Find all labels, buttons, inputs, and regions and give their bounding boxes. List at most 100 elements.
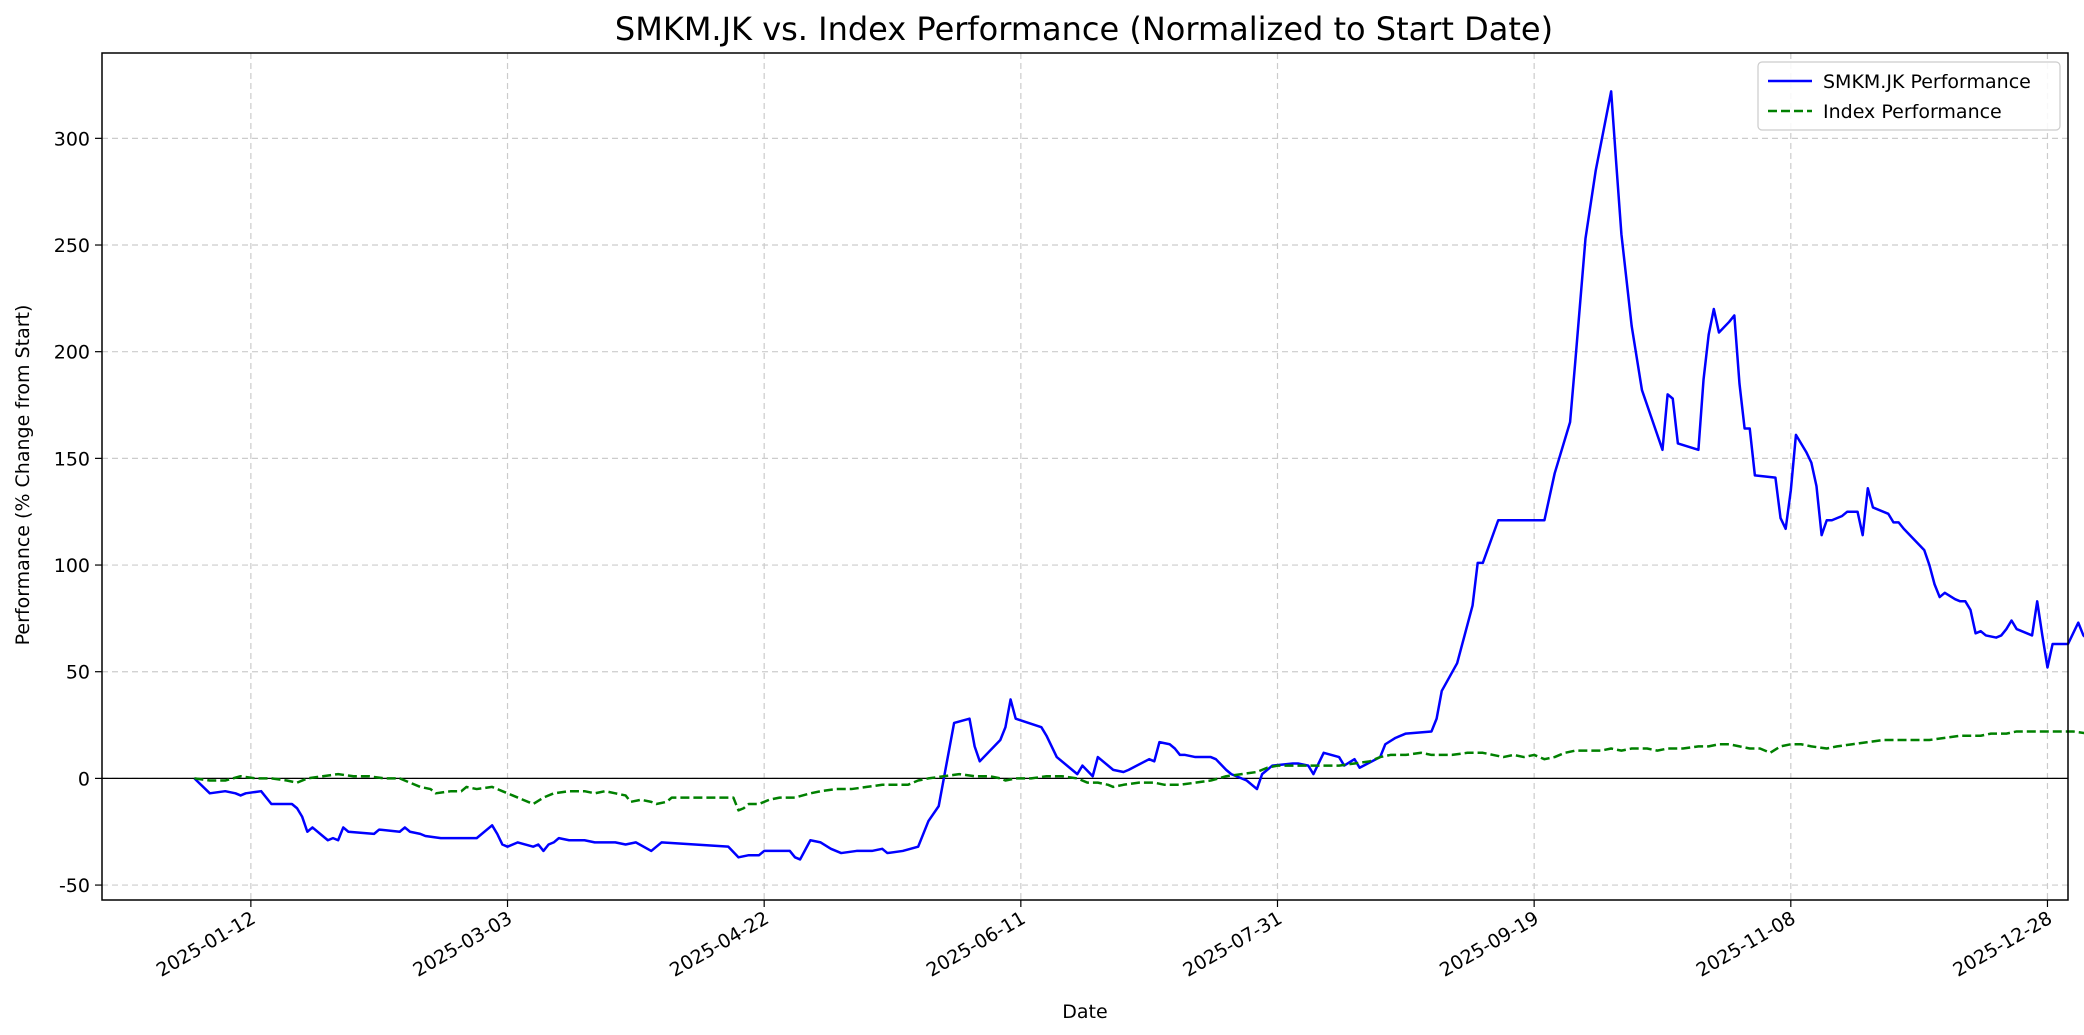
- data-point: [2046, 730, 2048, 732]
- data-point: [1092, 775, 1094, 777]
- data-point: [1081, 764, 1083, 766]
- data-point: [409, 831, 411, 833]
- data-point: [1769, 752, 1771, 754]
- data-point: [640, 799, 642, 801]
- data-point: [896, 784, 898, 786]
- data-point: [1456, 662, 1458, 664]
- data-point: [1040, 726, 1042, 728]
- data-point: [568, 790, 570, 792]
- data-point: [1210, 756, 1212, 758]
- data-point: [1153, 760, 1155, 762]
- data-point: [1841, 515, 1843, 517]
- data-point: [465, 786, 467, 788]
- data-point: [1620, 749, 1622, 751]
- data-point: [809, 839, 811, 841]
- data-point: [1045, 735, 1047, 737]
- data-point: [583, 839, 585, 841]
- data-point: [1574, 361, 1576, 363]
- data-point: [1969, 735, 1971, 737]
- data-point: [1435, 717, 1437, 719]
- data-point: [1610, 747, 1612, 749]
- data-point: [424, 835, 426, 837]
- data-point: [1122, 784, 1124, 786]
- data-point: [1759, 747, 1761, 749]
- data-point: [1441, 690, 1443, 692]
- data-point: [973, 775, 975, 777]
- data-point: [1903, 528, 1905, 530]
- data-point: [999, 777, 1001, 779]
- data-point: [614, 792, 616, 794]
- data-point: [542, 850, 544, 852]
- data-point: [1353, 762, 1355, 764]
- data-point: [383, 777, 385, 779]
- data-point: [1240, 777, 1242, 779]
- data-point: [239, 794, 241, 796]
- data-point: [1420, 752, 1422, 754]
- data-point: [1153, 781, 1155, 783]
- data-point: [399, 777, 401, 779]
- data-point: [568, 839, 570, 841]
- data-point: [1086, 781, 1088, 783]
- data-point: [1461, 643, 1463, 645]
- data-point: [1954, 598, 1956, 600]
- data-point: [1790, 489, 1792, 491]
- data-point: [1610, 90, 1612, 92]
- data-point: [378, 828, 380, 830]
- data-point: [958, 773, 960, 775]
- data-point: [1307, 764, 1309, 766]
- data-point: [2000, 634, 2002, 636]
- data-point: [850, 788, 852, 790]
- data-point: [938, 805, 940, 807]
- data-point: [1179, 784, 1181, 786]
- data-point: [1728, 743, 1730, 745]
- data-point: [1015, 717, 1017, 719]
- data-point: [419, 786, 421, 788]
- series-line-smkm: [193, 90, 2084, 861]
- data-point: [1867, 487, 1869, 489]
- data-point: [1112, 769, 1114, 771]
- data-point: [286, 779, 288, 781]
- data-point: [1358, 767, 1360, 769]
- data-point: [322, 835, 324, 837]
- data-point: [1938, 596, 1940, 598]
- series-line-index: [194, 730, 2084, 812]
- data-point: [1754, 474, 1756, 476]
- data-point: [1148, 758, 1150, 760]
- data-point: [732, 796, 734, 798]
- data-point: [819, 790, 821, 792]
- data-point: [1851, 743, 1853, 745]
- data-point: [1194, 781, 1196, 783]
- data-point: [737, 809, 739, 811]
- data-point: [1394, 737, 1396, 739]
- chart-title: SMKM.JK vs. Index Performance (Normalize…: [615, 10, 1553, 48]
- data-point: [1430, 730, 1432, 732]
- y-tick-label: 0: [78, 768, 90, 790]
- data-point: [1630, 325, 1632, 327]
- data-point: [1497, 519, 1499, 521]
- data-point: [1672, 397, 1674, 399]
- data-point: [989, 775, 991, 777]
- data-point: [2036, 730, 2038, 732]
- data-point: [1666, 393, 1668, 395]
- data-point: [1553, 472, 1555, 474]
- data-point: [1138, 781, 1140, 783]
- data-point: [671, 796, 673, 798]
- data-point: [1225, 775, 1227, 777]
- data-point: [927, 777, 929, 779]
- data-point: [1292, 764, 1294, 766]
- data-point: [224, 790, 226, 792]
- data-point: [193, 777, 195, 779]
- y-tick-label: 250: [54, 235, 90, 257]
- data-point: [1995, 636, 1997, 638]
- data-point: [1276, 764, 1278, 766]
- data-point: [337, 773, 339, 775]
- data-point: [799, 858, 801, 860]
- data-point: [1240, 773, 1242, 775]
- data-point: [373, 833, 375, 835]
- data-point: [1641, 389, 1643, 391]
- data-point: [1338, 756, 1340, 758]
- data-point: [1476, 562, 1478, 564]
- legend-label-index: Index Performance: [1823, 101, 2002, 123]
- data-point: [2015, 730, 2017, 732]
- data-point: [1892, 521, 1894, 523]
